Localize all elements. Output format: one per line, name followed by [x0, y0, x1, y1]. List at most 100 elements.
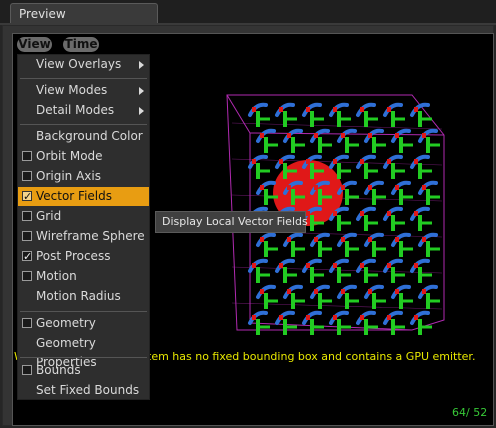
- menu-item-view-modes[interactable]: View Modes: [18, 81, 149, 100]
- menu-item-label: Origin Axis: [36, 169, 101, 183]
- menu-item-geometry-properties[interactable]: Geometry Properties: [18, 334, 149, 369]
- field-arrow-blue: [275, 154, 295, 169]
- field-arrow-red: [260, 289, 264, 294]
- view-menu-button[interactable]: View: [17, 37, 52, 52]
- field-arrow-red: [387, 159, 391, 164]
- menu-item-detail-modes[interactable]: Detail Modes: [18, 101, 149, 120]
- field-arrow-blue: [391, 128, 411, 143]
- field-arrow-red: [414, 107, 418, 112]
- field-arrow-red: [252, 159, 256, 164]
- field-arrow-blue: [383, 258, 403, 273]
- tab-preview[interactable]: Preview: [10, 3, 158, 24]
- warning-text: tem has no fixed bounding box and contai…: [147, 350, 476, 363]
- field-arrow-red: [395, 133, 399, 138]
- field-arrow-blue: [329, 154, 349, 169]
- field-arrow-red: [306, 107, 310, 112]
- menu-item-view-overlays[interactable]: View Overlays: [18, 55, 149, 74]
- field-arrow-red: [395, 185, 399, 190]
- menu-item-motion-radius[interactable]: Motion Radius: [18, 287, 149, 306]
- field-arrow-red: [422, 289, 426, 294]
- field-arrow-blue: [418, 128, 438, 143]
- field-arrow-blue: [283, 232, 303, 247]
- menu-item-background-color[interactable]: Background Color: [18, 127, 149, 146]
- field-arrow-red: [306, 263, 310, 268]
- menu-separator: [20, 78, 147, 79]
- field-arrow-red: [360, 159, 364, 164]
- field-arrow-red: [341, 289, 345, 294]
- checkbox-icon[interactable]: [22, 151, 32, 161]
- field-arrow-red: [279, 107, 283, 112]
- menu-item-label: Set Fixed Bounds: [36, 383, 140, 397]
- field-arrow-red: [360, 263, 364, 268]
- menu-separator: [20, 124, 147, 125]
- time-menu-button[interactable]: Time: [63, 37, 99, 52]
- checkbox-icon[interactable]: [22, 271, 32, 281]
- checkbox-icon[interactable]: [22, 211, 32, 221]
- field-arrow-red: [287, 237, 291, 242]
- menu-item-set-fixed-bounds[interactable]: Set Fixed Bounds: [18, 381, 149, 400]
- menu-item-label: Post Process: [36, 249, 111, 263]
- field-arrow-red: [260, 237, 264, 242]
- menu-item-orbit-mode[interactable]: Orbit Mode: [18, 147, 149, 166]
- field-arrow-red: [279, 315, 283, 320]
- field-arrow-blue: [364, 232, 384, 247]
- menu-item-vector-fields[interactable]: Vector Fields: [18, 187, 149, 206]
- checkbox-icon[interactable]: [22, 365, 32, 375]
- field-arrow-blue: [410, 258, 430, 273]
- checkbox-icon[interactable]: [22, 171, 32, 181]
- menu-item-post-process[interactable]: Post Process: [18, 247, 149, 266]
- menu-item-label: Motion: [36, 269, 77, 283]
- field-arrow-blue: [329, 258, 349, 273]
- menu-item-label: Vector Fields: [36, 189, 113, 203]
- fps-readout: 64/ 52: [452, 406, 488, 419]
- field-arrow-red: [422, 237, 426, 242]
- menu-item-geometry[interactable]: Geometry: [18, 314, 149, 333]
- field-arrow-blue: [256, 284, 276, 299]
- menu-item-bounds[interactable]: Bounds: [18, 361, 149, 380]
- bounds-box: [226, 94, 445, 331]
- field-arrow-red: [333, 159, 337, 164]
- field-arrow-blue: [256, 232, 276, 247]
- tab-bar: Preview: [0, 0, 496, 25]
- submenu-arrow-icon: [139, 87, 144, 95]
- menu-item-label: Background Color: [36, 129, 143, 143]
- field-arrow-blue: [356, 310, 376, 325]
- field-arrow-red: [360, 211, 364, 216]
- field-arrow-blue: [418, 284, 438, 299]
- menu-item-motion[interactable]: Motion: [18, 267, 149, 286]
- field-arrow-blue: [383, 102, 403, 117]
- menu-item-label: Grid: [36, 209, 62, 223]
- menu-item-origin-axis[interactable]: Origin Axis: [18, 167, 149, 186]
- field-arrow-blue: [337, 232, 357, 247]
- field-arrow-red: [306, 315, 310, 320]
- field-arrow-blue: [283, 180, 303, 195]
- checkbox-icon[interactable]: [22, 318, 32, 328]
- field-arrow-red: [368, 237, 372, 242]
- tab-underline: [0, 23, 496, 25]
- submenu-arrow-icon: [139, 61, 144, 69]
- menu-item-label: Motion Radius: [36, 289, 121, 303]
- field-arrow-red: [360, 315, 364, 320]
- menu-item-wireframe-sphere[interactable]: Wireframe Sphere: [18, 227, 149, 246]
- field-arrow-red: [333, 107, 337, 112]
- field-arrow-blue: [302, 310, 322, 325]
- menu-item-grid[interactable]: Grid: [18, 207, 149, 226]
- field-arrow-red: [368, 289, 372, 294]
- field-arrow-blue: [410, 310, 430, 325]
- checkbox-icon[interactable]: [22, 231, 32, 241]
- field-arrow-blue: [329, 206, 349, 221]
- field-arrow-blue: [364, 284, 384, 299]
- field-arrow-blue: [329, 310, 349, 325]
- checkbox-icon[interactable]: [22, 247, 32, 266]
- field-arrow-blue: [364, 128, 384, 143]
- field-arrow-blue: [275, 258, 295, 273]
- submenu-arrow-icon: [139, 107, 144, 115]
- checkbox-icon[interactable]: [22, 187, 32, 206]
- field-arrow-red: [314, 133, 318, 138]
- field-arrow-blue: [356, 258, 376, 273]
- field-arrow-blue: [248, 310, 268, 325]
- menu-item-label: View Overlays: [36, 57, 122, 71]
- menu-item-label: Wireframe Sphere: [36, 229, 145, 243]
- field-arrow-red: [387, 211, 391, 216]
- field-arrow-blue: [391, 284, 411, 299]
